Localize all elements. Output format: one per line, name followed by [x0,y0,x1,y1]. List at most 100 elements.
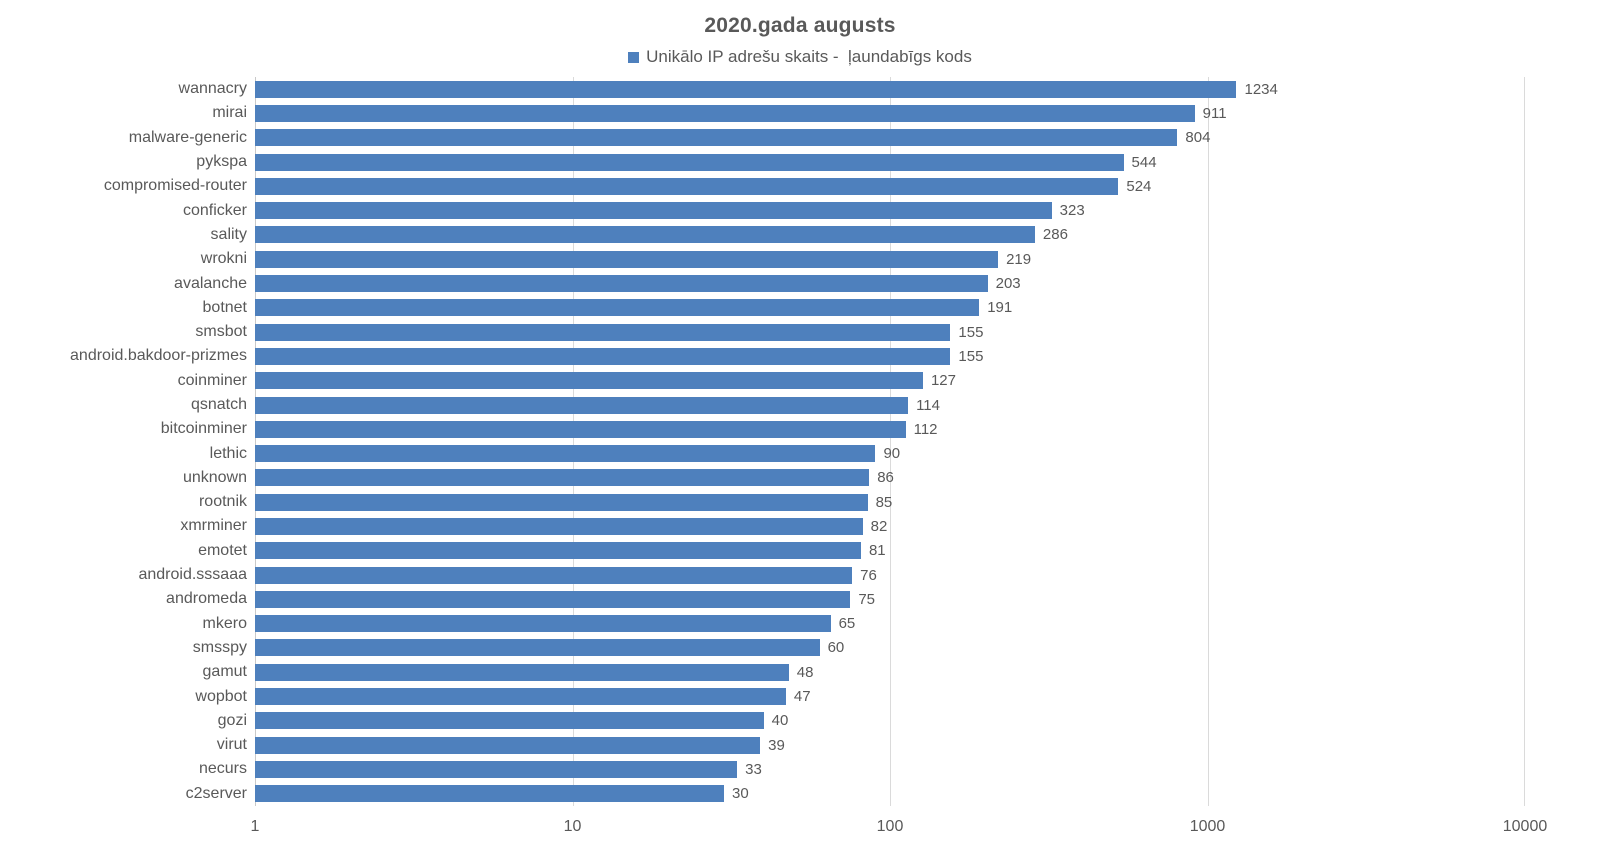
bar-row: sality 286 [0,223,1560,247]
value-label: 219 [1006,250,1032,268]
category-label: gozi [217,711,247,729]
bar-track: 47 [255,688,1525,706]
category-label: wannacry [178,80,247,98]
bar-row: necurs 33 [0,757,1560,781]
value-label: 804 [1185,129,1211,147]
category-label: qsnatch [190,396,247,413]
category-label: conficker [182,201,247,219]
bar [255,275,988,293]
bar-row: conficker 323 [0,198,1560,222]
bar-row: botnet 191 [0,296,1560,320]
bar-track: 191 [255,299,1525,317]
bar [255,299,980,317]
bar-track: 75 [255,590,1525,608]
bar [255,542,861,560]
category-label: mkero [202,614,247,632]
bar-track: 112 [255,420,1525,438]
legend-label: Unikālo IP adrešu skaits - ļaundabīgs ko… [646,47,972,66]
bar-row: android.sssaaa 76 [0,563,1560,587]
bar-track: 286 [255,226,1525,244]
bar [255,469,870,487]
bar-track: 323 [255,202,1525,220]
x-axis-tick-label: 100 [876,817,904,835]
x-axis-tick-label: 1 [250,817,260,835]
bar [255,420,906,438]
category-label: bitcoinminer [160,420,247,438]
bar-row: emotet 81 [0,539,1560,563]
bar [255,785,724,803]
bar-row: rootnik 85 [0,490,1560,514]
value-label: 47 [793,688,811,706]
bar-track: 1234 [255,80,1525,98]
bar-row: coinminer 127 [0,369,1560,393]
x-axis: 1 10 100 1000 10000 [251,817,1548,842]
value-label: 286 [1042,226,1068,244]
gridline [1207,77,1209,806]
bar [255,688,786,706]
bar-row: wannacry 1234 [0,77,1560,101]
category-label: rootnik [198,493,247,511]
value-label: 203 [995,275,1021,293]
x-axis-tick-label: 10000 [1502,817,1548,835]
bar-row: avalanche 203 [0,271,1560,295]
bar-row: wopbot 47 [0,684,1560,708]
category-label: lethic [209,444,247,462]
bar-track: 155 [255,323,1525,341]
bar-row: virut 39 [0,733,1560,757]
bar [255,372,923,390]
category-label: coinminer [177,371,247,389]
bar-track: 86 [255,469,1525,487]
category-label: andromeda [166,590,247,608]
bar-row: unknown 86 [0,466,1560,490]
bar [255,493,868,511]
value-label: 48 [796,663,814,681]
value-label: 85 [875,493,893,511]
value-label: 323 [1059,202,1085,220]
bar-track: 82 [255,517,1525,535]
value-label: 40 [771,712,789,730]
value-label: 155 [958,347,984,365]
value-label: 114 [916,396,940,414]
value-label: 76 [860,566,877,584]
bar-row: bitcoinminer 112 [0,417,1560,441]
bar-row: gamut 48 [0,660,1560,684]
bar-rows: wannacry 1234 mirai 911 malware-generic 804 py… [0,77,1560,806]
value-label: 82 [870,517,888,535]
legend: Unikālo IP adrešu skaits - ļaundabīgs ko… [0,47,1600,67]
bar [255,566,853,584]
category-label: malware-generic [128,128,247,146]
bar [255,639,820,657]
bar-track: 114 [255,396,1525,414]
gridline [1524,77,1525,806]
bar-row: qsnatch 114 [0,393,1560,417]
bar-track: 60 [255,639,1525,657]
bar-track: 40 [255,712,1525,730]
bar-row: smsbot 155 [0,320,1560,344]
bar-row: mkero 65 [0,612,1560,636]
bar-track: 524 [255,177,1525,195]
category-label: virut [216,736,247,754]
x-axis-tick-label: 10 [563,817,582,835]
bar [255,104,1195,122]
bar [255,250,999,268]
value-label: 39 [768,736,785,754]
bar [255,226,1035,244]
value-label: 81 [868,542,886,560]
value-label: 60 [827,639,845,657]
value-label: 33 [745,760,762,778]
value-label: 65 [838,615,856,633]
bar-row: pykspa 544 [0,150,1560,174]
gridline [572,77,574,806]
bar-track: 127 [255,372,1525,390]
bar-track: 85 [255,493,1525,511]
category-label: mirai [212,104,247,122]
bar-track: 30 [255,785,1525,803]
bar-track: 81 [255,542,1525,560]
category-label: c2server [185,784,247,802]
bar-track: 65 [255,615,1525,633]
chart-title: 2020.gada augusts [704,14,896,37]
category-label: gamut [202,663,247,681]
bar [255,590,851,608]
category-label: smsbot [195,323,247,341]
